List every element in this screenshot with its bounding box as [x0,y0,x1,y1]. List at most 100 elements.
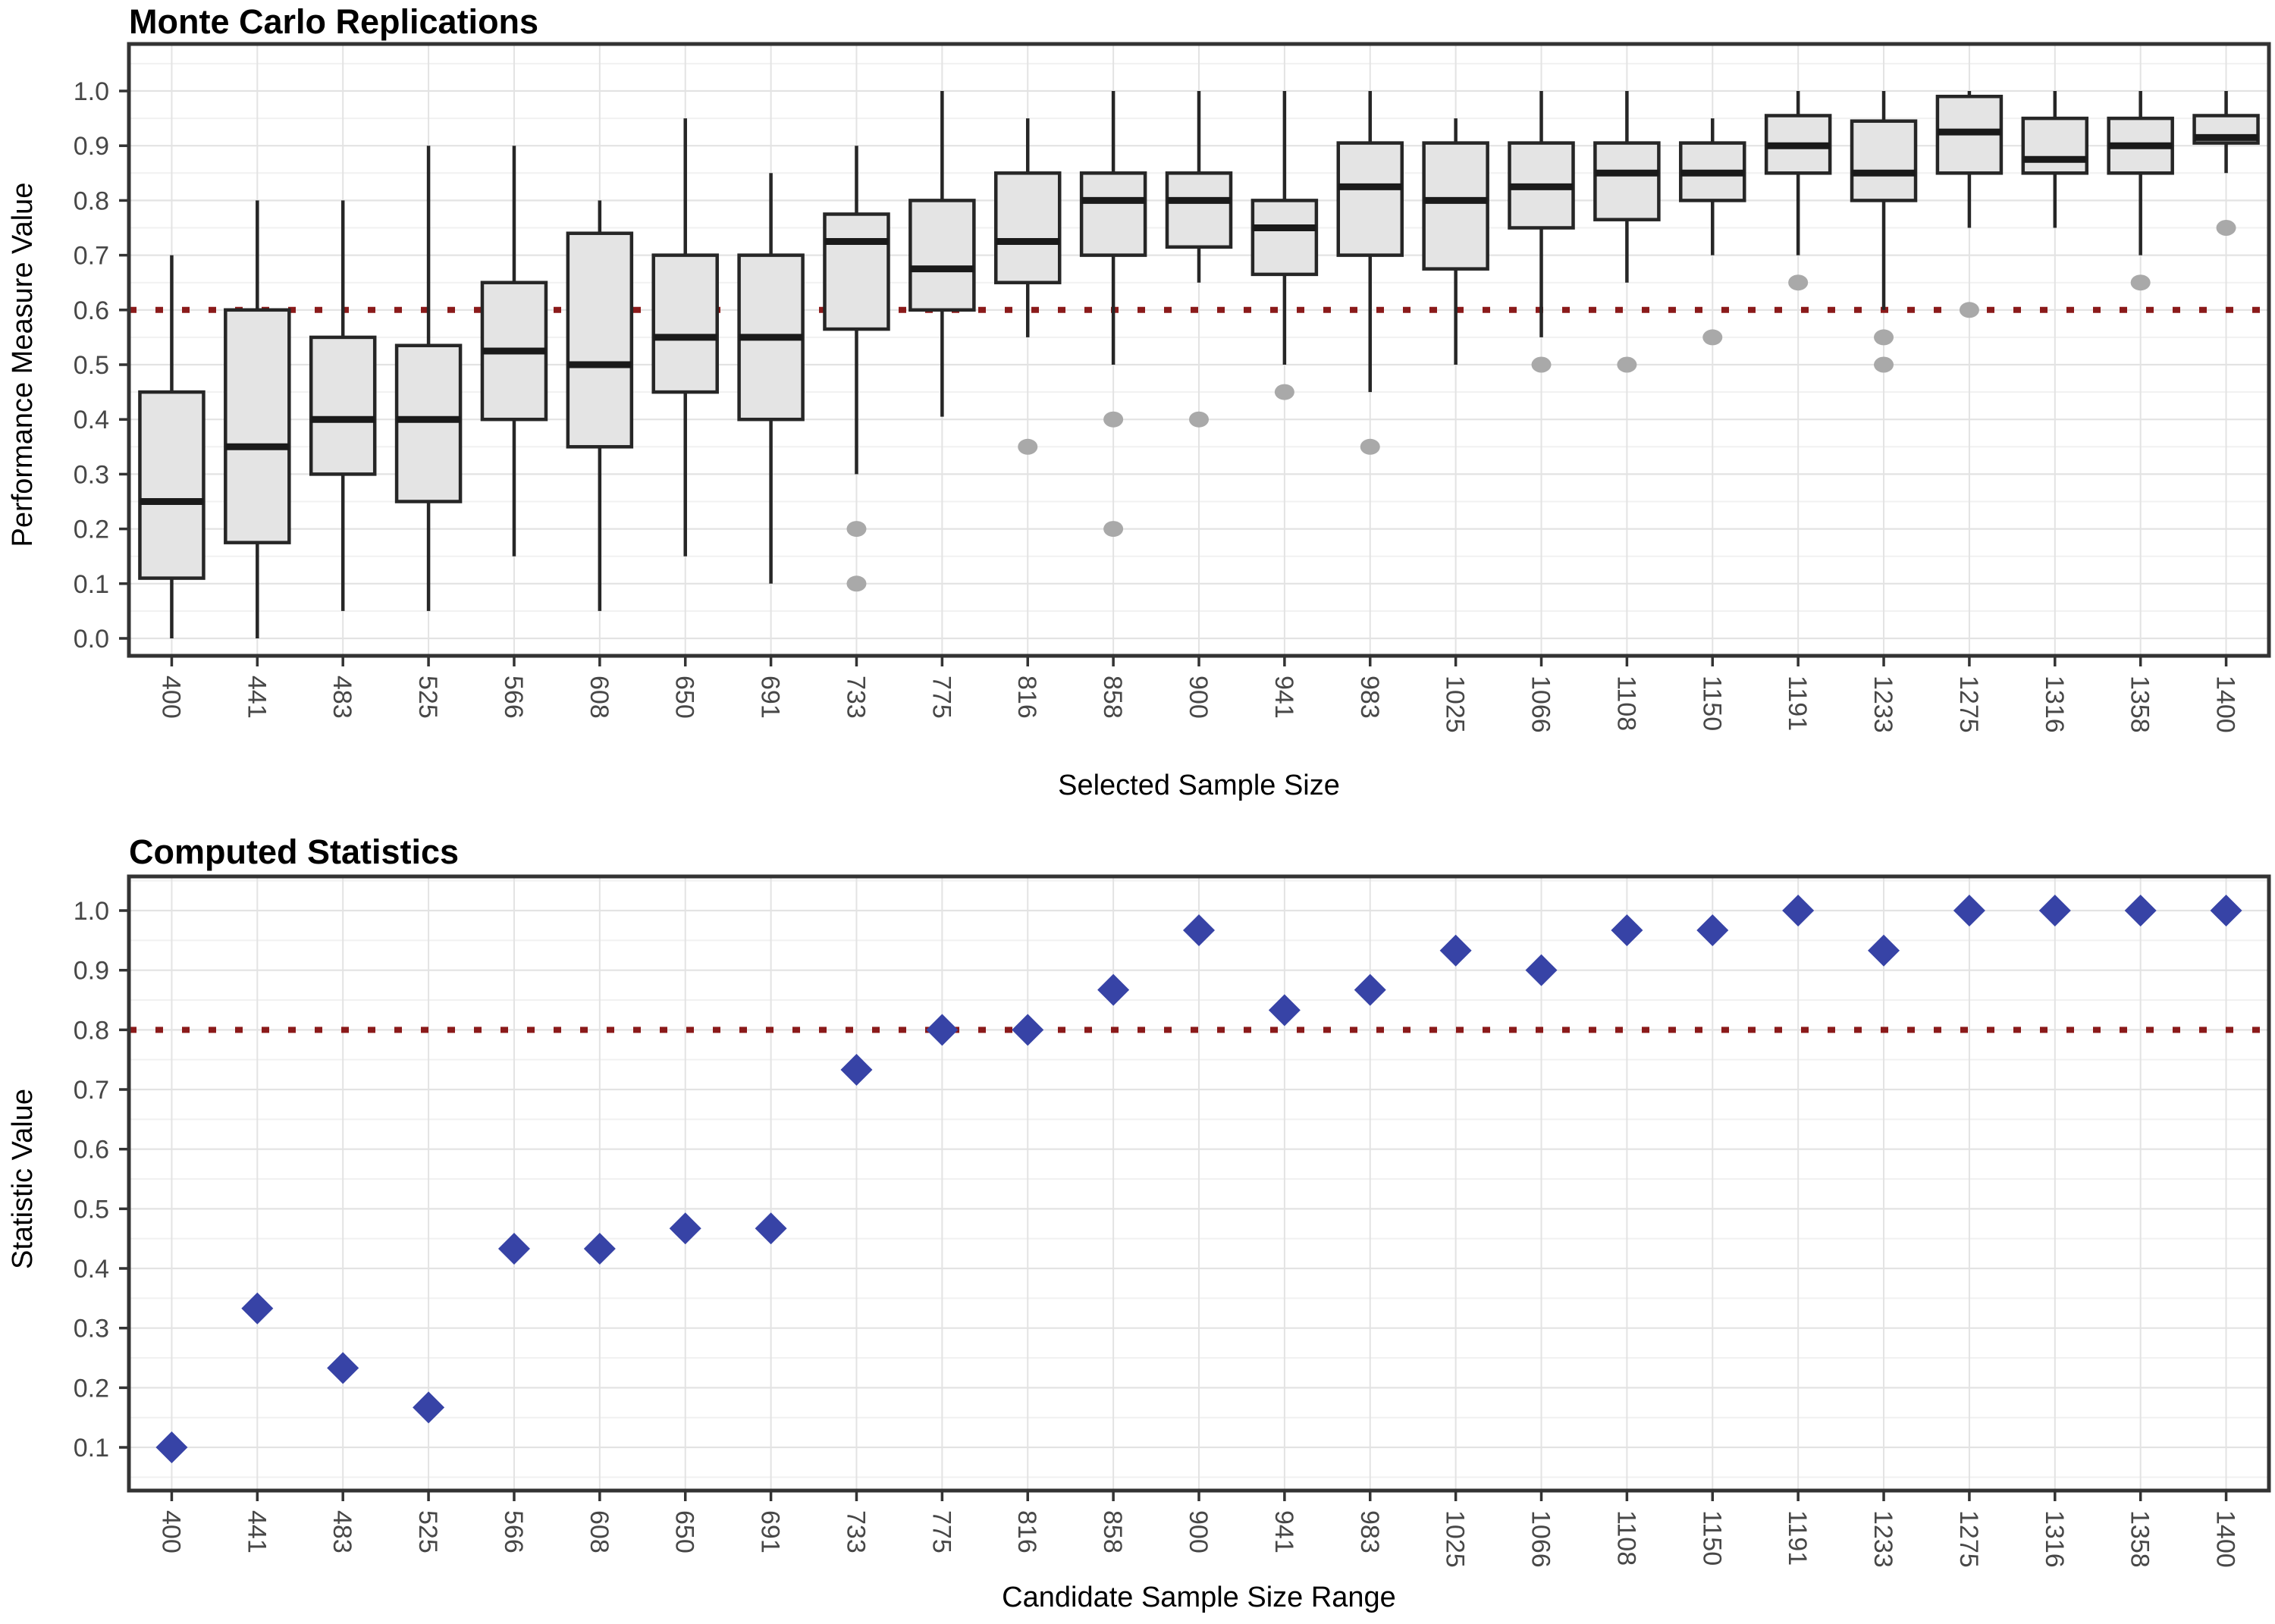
diamond-566 [497,1233,530,1265]
diamond-1108 [1611,914,1643,946]
x-tick-label: 566 [499,1510,528,1553]
outlier-1400 [2216,220,2236,236]
y-tick-label: 0.1 [74,570,109,599]
diamond-1316 [2038,895,2071,926]
outlier-1066 [1531,356,1552,373]
x-tick-label: 1316 [2040,676,2069,733]
x-tick-label: 1066 [1527,676,1555,733]
x-tick-label: 608 [585,1510,613,1553]
x-tick-label: 1233 [1869,1510,1897,1568]
diamond-1400 [2210,895,2242,926]
y-tick-label: 0.7 [74,1076,109,1105]
box-983 [1336,141,1404,257]
x-tick-label: 1275 [1954,1510,1983,1568]
x-tick-label: 983 [1355,676,1384,719]
x-tick-label: 858 [1098,1510,1127,1553]
diamond-650 [669,1212,701,1245]
y-tick-label: 0.4 [74,1255,109,1284]
x-tick-label: 1400 [2211,1510,2240,1568]
diamond-441 [241,1292,274,1325]
x-tick-label: 400 [156,1510,185,1553]
diamond-941 [1268,994,1301,1027]
outlier-983 [1360,438,1380,455]
diamond-483 [327,1352,359,1384]
y-tick-label: 0.3 [74,460,109,489]
outlier-1233 [1874,356,1894,373]
y-tick-label: 0.1 [74,1434,109,1463]
x-tick-label: 525 [413,676,442,719]
x-tick-label: 566 [499,676,528,719]
x-tick-label: 733 [841,676,870,719]
x-tick-label: 691 [756,676,785,719]
scatter-svg: 0.1 0.2 0.3 0.4 0.5 0.6 0.7 0.8 0.9 1.0 400 441 483 5… [7,832,2271,1613]
y-tick-label: 0.8 [74,1016,109,1045]
x-tick-label: 1150 [1697,676,1726,731]
x-tick-label: 525 [413,1510,442,1553]
x-tick-label: 1275 [1954,676,1983,733]
outlier-733 [846,575,867,592]
x-tick-label: 650 [670,1510,699,1553]
x-tick-label: 1316 [2040,1510,2069,1568]
x-tick-label: 650 [670,676,699,719]
x-axis-title: Candidate Sample Size Range [1002,1582,1396,1613]
x-tick-label: 441 [242,1510,271,1553]
plot-area: 0.1 0.2 0.3 0.4 0.5 0.6 0.7 0.8 0.9 1.0 400 441 483 5… [74,874,2271,1568]
diamond-400 [155,1431,188,1464]
x-tick-label: 941 [1269,1510,1298,1553]
diamond-1150 [1696,914,1729,946]
y-tick-label: 0.9 [74,957,109,986]
y-axis-title: Statistic Value [7,1089,39,1269]
chart-title: Computed Statistics [129,832,459,871]
y-tick-label: 0.2 [74,1374,109,1403]
diamond-608 [583,1233,616,1265]
y-tick-label: 0.3 [74,1315,109,1343]
outlier-1191 [1788,274,1809,291]
box-941 [1250,199,1319,277]
y-tick-label: 0.2 [74,516,109,544]
box-1025 [1422,141,1489,271]
y-tick-label: 1.0 [74,77,109,106]
box-900 [1165,171,1233,249]
diamond-1358 [2124,895,2157,926]
box-858 [1079,171,1147,257]
x-tick-label: 1025 [1441,1510,1470,1568]
outlier-1275 [1959,302,1979,318]
diamond-1191 [1782,895,1815,926]
diamond-900 [1183,914,1215,946]
y-tick-label: 0.4 [74,406,109,434]
x-tick-label: 900 [1184,676,1213,719]
diamond-1025 [1439,934,1472,967]
chart-title: Monte Carlo Replications [129,2,538,41]
x-tick-label: 441 [242,676,271,719]
x-tick-label: 775 [927,1510,956,1553]
y-tick-label: 0.0 [74,625,109,654]
x-tick-label: 1400 [2211,676,2240,733]
box-1316 [2021,116,2089,175]
y-tick-label: 0.6 [74,1136,109,1165]
box-400 [138,390,206,580]
outlier-1150 [1702,329,1723,346]
monte-carlo-replications-chart: 0.0 0.1 0.2 0.3 0.4 0.5 0.6 0.7 0.8 0.9 1.0 400 441 4… [7,2,2271,801]
x-axis-title: Selected Sample Size [1058,770,1340,801]
y-tick-label: 0.5 [74,1195,109,1224]
x-tick-label: 775 [927,676,956,719]
x-tick-label: 1066 [1527,1510,1555,1568]
x-tick-label: 1191 [1783,676,1812,731]
x-tick-label: 1108 [1611,676,1640,731]
x-tick-label: 400 [156,676,185,719]
box-775 [908,199,976,312]
box-608 [566,231,634,449]
x-tick-label: 733 [841,1510,870,1553]
diamond-525 [413,1391,445,1424]
x-tick-label: 816 [1012,676,1041,719]
y-tick-label: 0.5 [74,351,109,380]
y-tick-label: 0.9 [74,132,109,161]
diamond-983 [1354,973,1386,1006]
diamond-1233 [1868,934,1900,967]
diamond-691 [755,1212,787,1245]
outlier-816 [1018,438,1038,455]
boxplot-svg: 0.0 0.1 0.2 0.3 0.4 0.5 0.6 0.7 0.8 0.9 1.0 400 441 4… [7,2,2271,801]
outlier-1358 [2130,274,2151,291]
x-tick-label: 1150 [1697,1510,1726,1566]
